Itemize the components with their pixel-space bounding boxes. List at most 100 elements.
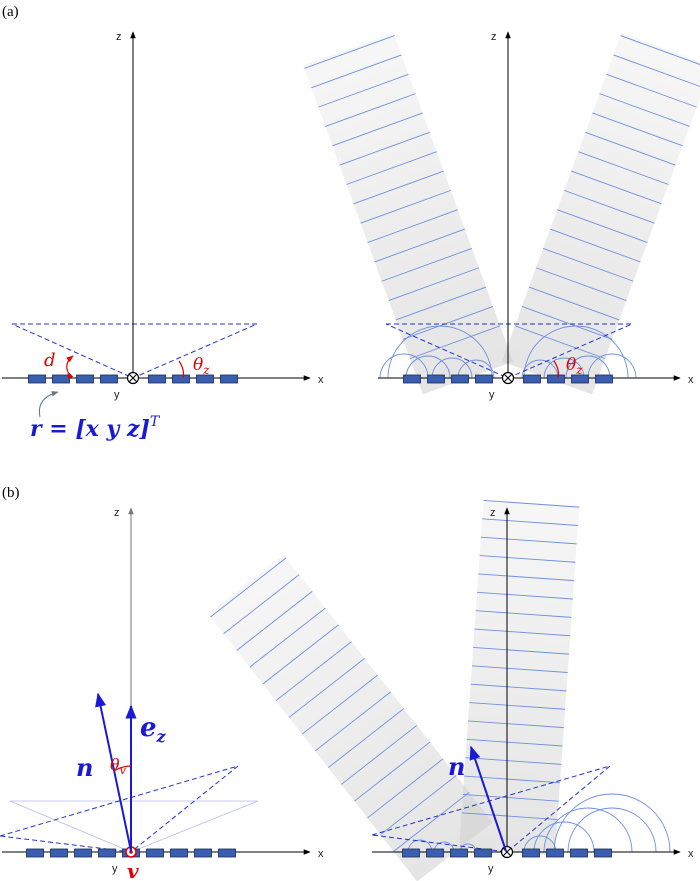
- beam-a-left-wavefront: [304, 35, 395, 69]
- array-element: [403, 374, 421, 384]
- beam-a-right-wavefront: [542, 247, 634, 282]
- beam-b-left-wavefront: [210, 557, 287, 618]
- beam-a-left-wavefront: [346, 151, 437, 185]
- beam-a-right-wavefront: [564, 189, 655, 224]
- array-element: [547, 374, 565, 384]
- element-wavelet-arc: [387, 325, 493, 379]
- beam-b-right-wavefront: [461, 812, 558, 820]
- y-axis-label: y: [489, 389, 495, 401]
- ez-label: ez: [140, 713, 167, 746]
- r-pointer-arrow: [38, 390, 59, 418]
- array-element: [570, 848, 588, 858]
- beam-a-left-wavefront: [318, 73, 409, 108]
- beam-a-left-wavefront: [409, 325, 501, 360]
- beam-a-right-wavefront: [606, 73, 697, 108]
- beam-a-left-wavefront: [311, 54, 402, 89]
- beam-a-left-wavefront: [402, 306, 494, 340]
- beam-b-left-wavefront: [393, 791, 470, 852]
- theta-z-arc-left: [178, 360, 185, 379]
- beam-b-left-wavefront: [249, 607, 326, 668]
- beam-b-left-wavefront: [354, 741, 431, 802]
- beam-a-right-wavefront: [521, 306, 613, 340]
- beam-b-left-wavefront: [341, 724, 418, 785]
- array-element: [148, 374, 166, 384]
- x-axis-label: x: [318, 374, 324, 386]
- beam-a-left-wavefront: [367, 209, 458, 243]
- array-element: [76, 374, 94, 384]
- z-axis-label: z: [114, 507, 120, 519]
- array-element: [571, 374, 589, 384]
- beam-a-left-wavefront: [360, 189, 451, 224]
- array-element: [451, 374, 469, 384]
- array-elements-layer: [26, 371, 613, 859]
- beam-b-left-wavefront: [236, 591, 313, 651]
- beam-b-left-wavefront: [288, 657, 365, 718]
- beam-b-right: [459, 499, 580, 856]
- beam-a-right: [501, 32, 700, 395]
- array-element: [172, 374, 190, 384]
- beam-b-left: [207, 554, 493, 881]
- theta-z-label-left: θz: [193, 355, 210, 377]
- beam-a-left-wavefront: [395, 286, 487, 321]
- wavefront-layer: [210, 35, 700, 852]
- z-axis-label: z: [491, 31, 497, 43]
- array-element: [220, 374, 238, 384]
- array-element: [595, 374, 613, 384]
- element-wavelet-arc: [553, 793, 671, 853]
- y-axis-label: y: [112, 863, 118, 875]
- element-wavelet-arc: [543, 807, 633, 853]
- z-axis-label: z: [116, 31, 122, 43]
- theta-z-arc-right: [553, 360, 560, 379]
- beam-a-right-wavefront: [535, 267, 627, 302]
- d-spacing-arrow: [66, 355, 74, 380]
- array-element: [522, 848, 540, 858]
- panel-label-b: (b): [2, 485, 20, 501]
- theta-v-label: θv: [110, 755, 127, 777]
- beam-b-left-wavefront: [314, 691, 392, 752]
- origin-cross-stroke: [503, 848, 511, 856]
- element-wavelet-arc: [587, 353, 637, 379]
- beam-b-left-wavefront: [262, 624, 339, 685]
- beam-layer: [207, 32, 700, 881]
- beam-b-left-wavefront: [275, 641, 352, 702]
- array-element: [474, 848, 492, 858]
- element-wavelet-arc: [523, 835, 557, 853]
- beam-b-right-wavefront: [482, 518, 578, 526]
- beam-b-right-wavefront: [474, 628, 571, 637]
- theta-v-arc: [113, 765, 132, 772]
- array-element: [402, 848, 420, 858]
- beam-b-right-wavefront: [478, 573, 575, 582]
- element-wavelet-arc: [565, 355, 611, 379]
- beam-b-right-wavefront: [470, 683, 567, 692]
- n-label-right: n: [448, 752, 465, 781]
- element-wavelet-arc: [523, 325, 629, 379]
- array-element: [194, 848, 212, 858]
- origin-cross-stroke: [504, 374, 512, 382]
- z-axis-label: z: [490, 507, 496, 519]
- element-wavelet-arc: [431, 357, 473, 379]
- array-element: [475, 374, 493, 384]
- element-wavelet-arc: [405, 355, 451, 379]
- y-axis-label: y: [114, 389, 120, 401]
- element-wavelet-arc: [407, 839, 433, 853]
- beam-a-left-wavefront: [339, 131, 430, 166]
- array-element: [196, 374, 214, 384]
- d-label: d: [44, 350, 56, 371]
- array-element: [26, 848, 44, 858]
- element-wavelet-arc: [567, 807, 657, 853]
- beam-a-right-wavefront: [613, 54, 700, 87]
- n-label-left: n: [76, 753, 93, 782]
- array-element: [426, 848, 444, 858]
- beam-a-right-wavefront: [585, 131, 676, 166]
- beam-b-left-wavefront: [367, 758, 444, 819]
- position-vector-formula: r = [x y z]T: [30, 414, 161, 442]
- array-element: [450, 848, 468, 858]
- beam-b-left-wavefront: [380, 775, 457, 836]
- panel-label-a: (a): [2, 4, 19, 20]
- beam-b-right-wavefront: [469, 702, 566, 710]
- beam-b-left-wavefront: [301, 674, 378, 735]
- beam-b-left-wavefront: [223, 574, 300, 635]
- steering-triangle-a-right: [385, 323, 633, 379]
- beam-a-left-wavefront: [332, 112, 423, 147]
- y-axis-label: y: [488, 863, 494, 875]
